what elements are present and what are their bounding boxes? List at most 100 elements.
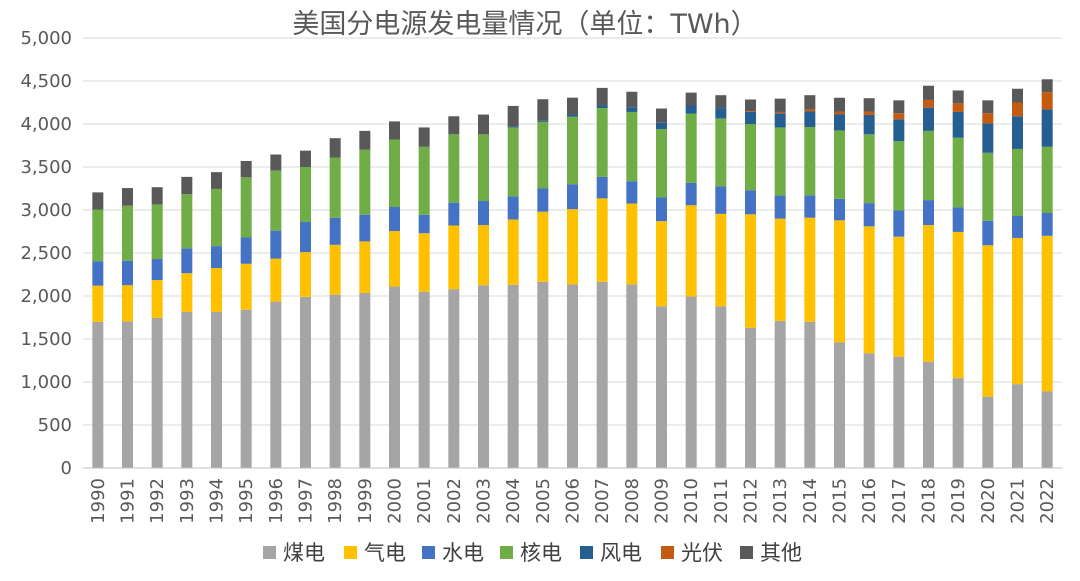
bar-风电-2008 <box>626 107 638 112</box>
x-tick-label: 2017 <box>889 478 910 524</box>
x-tick-label: 2013 <box>770 478 791 524</box>
bar-风电-2010 <box>685 105 697 114</box>
bar-其他-1995 <box>240 160 252 178</box>
bar-风电-2014 <box>804 111 816 128</box>
bar-水电-1993 <box>181 248 193 274</box>
bar-其他-2016 <box>863 98 875 112</box>
bar-气电-2006 <box>567 209 578 285</box>
x-tick-label: 2019 <box>948 478 969 524</box>
bar-气电-2003 <box>478 225 489 286</box>
bar-核电-2021 <box>1012 148 1023 217</box>
bar-核电-2010 <box>685 113 697 183</box>
bar-核电-2017 <box>893 141 905 211</box>
bar-风电-2004 <box>507 126 519 128</box>
bar-水电-2019 <box>952 207 964 232</box>
bar-水电-2000 <box>389 206 400 232</box>
bar-核电-2011 <box>715 118 727 187</box>
bar-煤电-2021 <box>1012 384 1023 468</box>
bar-风电-2009 <box>656 122 667 130</box>
bar-煤电-2006 <box>567 284 578 468</box>
bar-水电-2017 <box>893 210 905 237</box>
bar-煤电-2000 <box>389 286 400 468</box>
bar-光伏-2019 <box>952 103 964 112</box>
bar-煤电-1994 <box>211 311 222 468</box>
bar-气电-2017 <box>893 236 905 357</box>
legend-item-气电: 气电 <box>344 541 406 565</box>
bar-水电-1998 <box>329 217 341 245</box>
bar-其他-1993 <box>181 176 193 195</box>
bar-水电-2009 <box>656 197 667 222</box>
bar-其他-2001 <box>418 127 430 147</box>
bar-气电-1991 <box>122 285 133 322</box>
bar-煤电-2007 <box>596 281 608 468</box>
x-tick-label: 2014 <box>800 478 821 524</box>
legend-swatch <box>740 546 753 559</box>
bar-光伏-2013 <box>774 111 786 114</box>
bar-水电-2014 <box>804 195 816 218</box>
x-tick-label: 2015 <box>830 478 851 524</box>
bar-气电-2010 <box>685 205 697 297</box>
bar-气电-2021 <box>1012 237 1023 385</box>
legend-item-煤电: 煤电 <box>263 541 325 565</box>
bar-其他-2011 <box>715 95 727 109</box>
y-tick-label: 3,000 <box>20 200 72 221</box>
bar-水电-1999 <box>359 214 371 242</box>
bar-水电-2015 <box>834 198 845 221</box>
x-tick-label: 2004 <box>503 478 524 524</box>
bar-核电-2014 <box>804 127 816 196</box>
x-tick-label: 2018 <box>919 478 940 524</box>
bar-核电-2007 <box>596 108 608 177</box>
x-tick-label: 2008 <box>622 478 643 524</box>
legend-item-其他: 其他 <box>740 541 802 565</box>
bar-气电-2009 <box>656 221 667 307</box>
bar-风电-2007 <box>596 105 608 109</box>
bar-气电-1993 <box>181 273 193 312</box>
bar-煤电-2017 <box>893 356 905 468</box>
y-tick-label: 4,500 <box>20 71 72 92</box>
bar-水电-1995 <box>240 237 252 264</box>
bar-风电-2012 <box>745 111 756 124</box>
x-tick-label: 2006 <box>563 478 584 524</box>
bar-风电-2019 <box>952 111 964 138</box>
legend: 煤电 气电 水电 核电 风电 光伏 其他 <box>263 541 802 565</box>
bar-气电-2018 <box>923 225 934 362</box>
bar-水电-1994 <box>211 246 222 269</box>
y-tick-label: 4,000 <box>20 114 72 135</box>
bar-核电-2006 <box>567 116 578 185</box>
bar-核电-1991 <box>122 205 133 261</box>
bar-煤电-2015 <box>834 342 845 468</box>
x-tick-label: 1991 <box>118 478 139 524</box>
bar-煤电-2010 <box>685 296 697 468</box>
legend-swatch <box>422 546 435 559</box>
bar-风电-2015 <box>834 114 845 131</box>
y-tick-label: 3,500 <box>20 157 72 178</box>
bar-煤电-2005 <box>537 281 549 468</box>
bar-其他-1998 <box>329 138 341 158</box>
bar-气电-2013 <box>774 218 786 321</box>
bar-气电-1995 <box>240 263 252 310</box>
bar-煤电-2008 <box>626 284 638 468</box>
bar-气电-1998 <box>329 244 341 295</box>
x-tick-label: 2011 <box>711 478 732 524</box>
bar-核电-2000 <box>389 139 400 207</box>
bar-水电-2012 <box>745 190 756 215</box>
bar-核电-1990 <box>92 209 104 262</box>
bar-煤电-1993 <box>181 311 193 468</box>
bar-光伏-2016 <box>863 111 875 115</box>
bar-其他-2013 <box>774 98 786 112</box>
bar-水电-2004 <box>507 196 519 220</box>
bars <box>92 79 1053 468</box>
x-axis-tick-labels: 1990 1991 1992 1993 1994 1995 1996 1997 1998 1999… <box>88 478 1058 524</box>
bar-其他-1992 <box>151 187 163 205</box>
bar-其他-2005 <box>537 99 549 121</box>
bar-核电-1999 <box>359 149 371 215</box>
bar-其他-2022 <box>1041 79 1053 93</box>
bar-其他-2017 <box>893 100 905 114</box>
bar-气电-2016 <box>863 226 875 354</box>
bar-核电-2003 <box>478 134 489 201</box>
bar-水电-2013 <box>774 195 786 219</box>
bar-核电-2019 <box>952 137 964 208</box>
legend-item-光伏: 光伏 <box>661 541 723 565</box>
bar-水电-1996 <box>270 230 282 259</box>
